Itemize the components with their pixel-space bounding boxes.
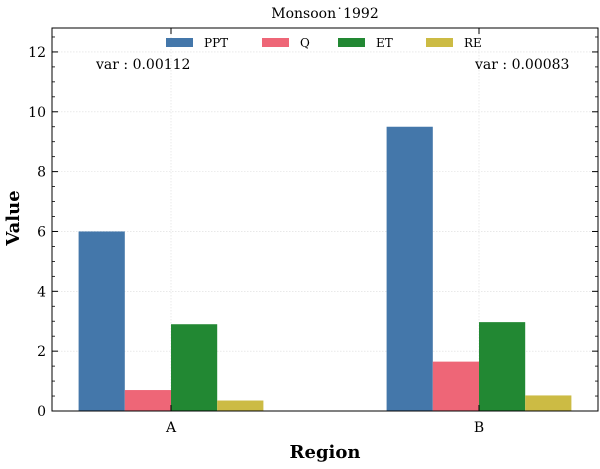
legend-label-re: RE (464, 36, 482, 50)
annotation-variance-a: var : 0.00112 (95, 57, 190, 73)
chart-title: Monsoon˙1992 (271, 6, 378, 22)
legend-swatch-et (338, 38, 365, 47)
y-tick-label: 6 (37, 224, 46, 240)
bars (78, 126, 572, 411)
y-tick-label: 0 (37, 404, 46, 420)
bar-q-a (124, 390, 171, 411)
legend: PPT Q ET RE (166, 36, 482, 50)
bar-ppt-b (386, 126, 433, 411)
bar-et-a (171, 324, 218, 411)
y-tick-label: 10 (28, 105, 46, 121)
x-tick-label: B (474, 420, 484, 436)
bar-q-b (432, 361, 479, 411)
annotation-variance-b: var : 0.00083 (474, 57, 569, 73)
y-axis: 0 2 4 6 8 10 12 (28, 36, 598, 420)
y-tick-label: 2 (37, 344, 46, 360)
y-axis-label: Value (3, 190, 24, 246)
y-tick-label: 4 (37, 284, 46, 300)
bar-ppt-a (78, 231, 125, 411)
legend-swatch-ppt (166, 38, 193, 47)
x-axis-label: Region (290, 442, 361, 463)
legend-label-q: Q (300, 36, 310, 50)
legend-swatch-re (426, 38, 453, 47)
plot-frame (51, 27, 599, 412)
bar-re-b (525, 395, 572, 411)
bar-et-b (479, 322, 526, 411)
y-tick-label: 12 (28, 45, 46, 61)
legend-swatch-q (262, 38, 289, 47)
legend-label-ppt: PPT (204, 36, 228, 50)
legend-label-et: ET (376, 36, 393, 50)
x-tick-label: A (165, 420, 177, 436)
y-tick-label: 8 (37, 165, 46, 181)
bar-re-a (217, 400, 264, 411)
